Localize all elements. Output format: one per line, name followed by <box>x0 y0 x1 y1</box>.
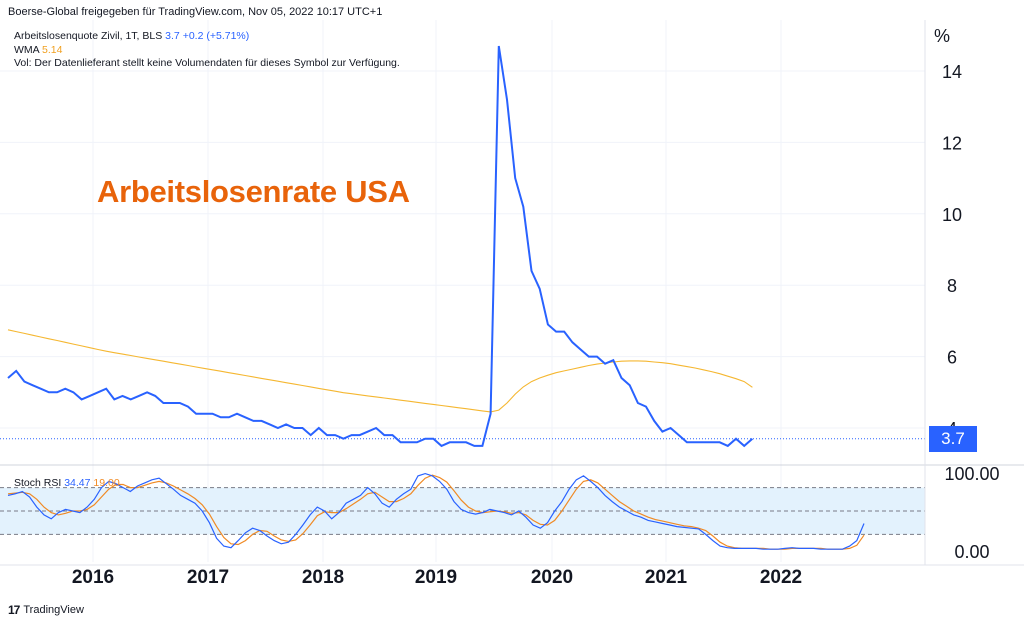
price-pane <box>0 45 925 448</box>
change-value: +0.2 (+5.71%) <box>182 30 250 42</box>
x-tick-label: 2017 <box>187 567 229 588</box>
stoch-y-tick-label: 100.00 <box>944 464 999 484</box>
x-tick-label: 2022 <box>760 567 802 588</box>
stoch-d-line <box>7 474 865 550</box>
y-tick-label: 8 <box>947 276 957 296</box>
y-tick-label: 14 <box>942 62 962 82</box>
x-tick-label: 2016 <box>72 567 114 588</box>
unemployment-series-line <box>7 45 754 448</box>
legend: Arbeitslosenquote Zivil, 1T, BLS 3.7 +0.… <box>14 30 400 71</box>
stoch-k-line <box>7 472 865 550</box>
x-tick-label: 2020 <box>531 567 573 588</box>
y-tick-label: 10 <box>942 205 962 225</box>
symbol-name[interactable]: Arbeitslosenquote Zivil, 1T, BLS <box>14 30 163 42</box>
footer[interactable]: 17 TradingView <box>8 603 84 617</box>
stoch-k-value: 34.47 <box>64 477 91 489</box>
y-tick-label: 12 <box>942 133 962 153</box>
tradingview-brand: TradingView <box>23 604 84 616</box>
stoch-rsi-pane <box>0 472 925 550</box>
chart-header: Boerse-Global freigegeben für TradingVie… <box>8 6 383 18</box>
stoch-rsi-title[interactable]: Stoch RSI <box>14 477 62 489</box>
stoch-rsi-legend: Stoch RSI 34.47 19.00 <box>14 477 120 489</box>
x-tick-label: 2021 <box>645 567 688 588</box>
wma-value: 5.14 <box>42 43 63 56</box>
y-tick-label: 6 <box>947 348 957 368</box>
x-tick-label: 2019 <box>415 567 457 588</box>
grid-layer <box>0 20 925 562</box>
legend-wma-row: WMA 5.14 <box>14 44 400 58</box>
unit-label: % <box>934 26 951 46</box>
chart-overlay-title: Arbeitslosenrate USA <box>97 174 410 209</box>
last-value: 3.7 <box>165 30 180 42</box>
legend-vol-row: Vol: Der Datenlieferant stellt keine Vol… <box>14 57 400 69</box>
last-price-badge: 3.7 <box>929 426 977 452</box>
legend-symbol-row: Arbeitslosenquote Zivil, 1T, BLS 3.7 +0.… <box>14 30 400 44</box>
tradingview-logo-icon: 17 <box>8 603 20 617</box>
wma-series-line <box>7 329 753 413</box>
x-tick-label: 2018 <box>302 567 344 588</box>
stoch-y-tick-label: 0.00 <box>954 542 989 562</box>
stoch-d-value: 19.00 <box>93 477 120 489</box>
wma-label[interactable]: WMA <box>14 43 40 56</box>
